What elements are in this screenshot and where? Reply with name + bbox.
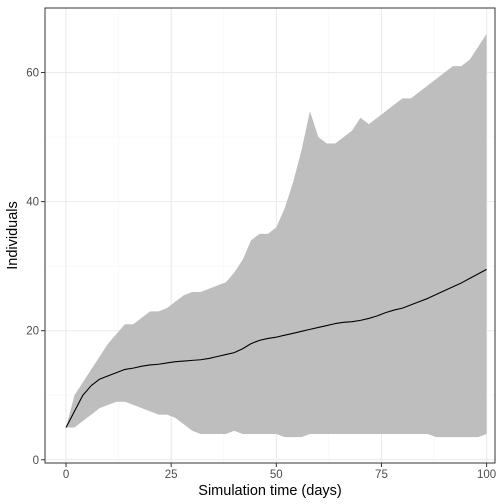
- y-tick-label: 40: [26, 197, 39, 209]
- y-tick-label: 60: [26, 68, 39, 80]
- x-axis: 0 25 50 75 100: [63, 463, 496, 481]
- y-axis-title: Individuals: [5, 201, 21, 270]
- x-tick-label: 100: [477, 469, 496, 481]
- x-tick-label: 0: [63, 469, 69, 481]
- x-axis-title: Simulation time (days): [198, 483, 341, 499]
- x-tick-label: 25: [165, 469, 178, 481]
- y-tick-label: 20: [26, 326, 39, 338]
- x-tick-label: 75: [375, 469, 388, 481]
- y-tick-label: 0: [33, 455, 39, 467]
- mean-line: [65, 268, 487, 428]
- confidence-band: [66, 33, 487, 438]
- panel-border: [44, 7, 496, 464]
- plot-marks: [65, 33, 487, 438]
- x-tick-label: 50: [270, 469, 283, 481]
- y-axis: 0 20 40 60: [26, 68, 45, 467]
